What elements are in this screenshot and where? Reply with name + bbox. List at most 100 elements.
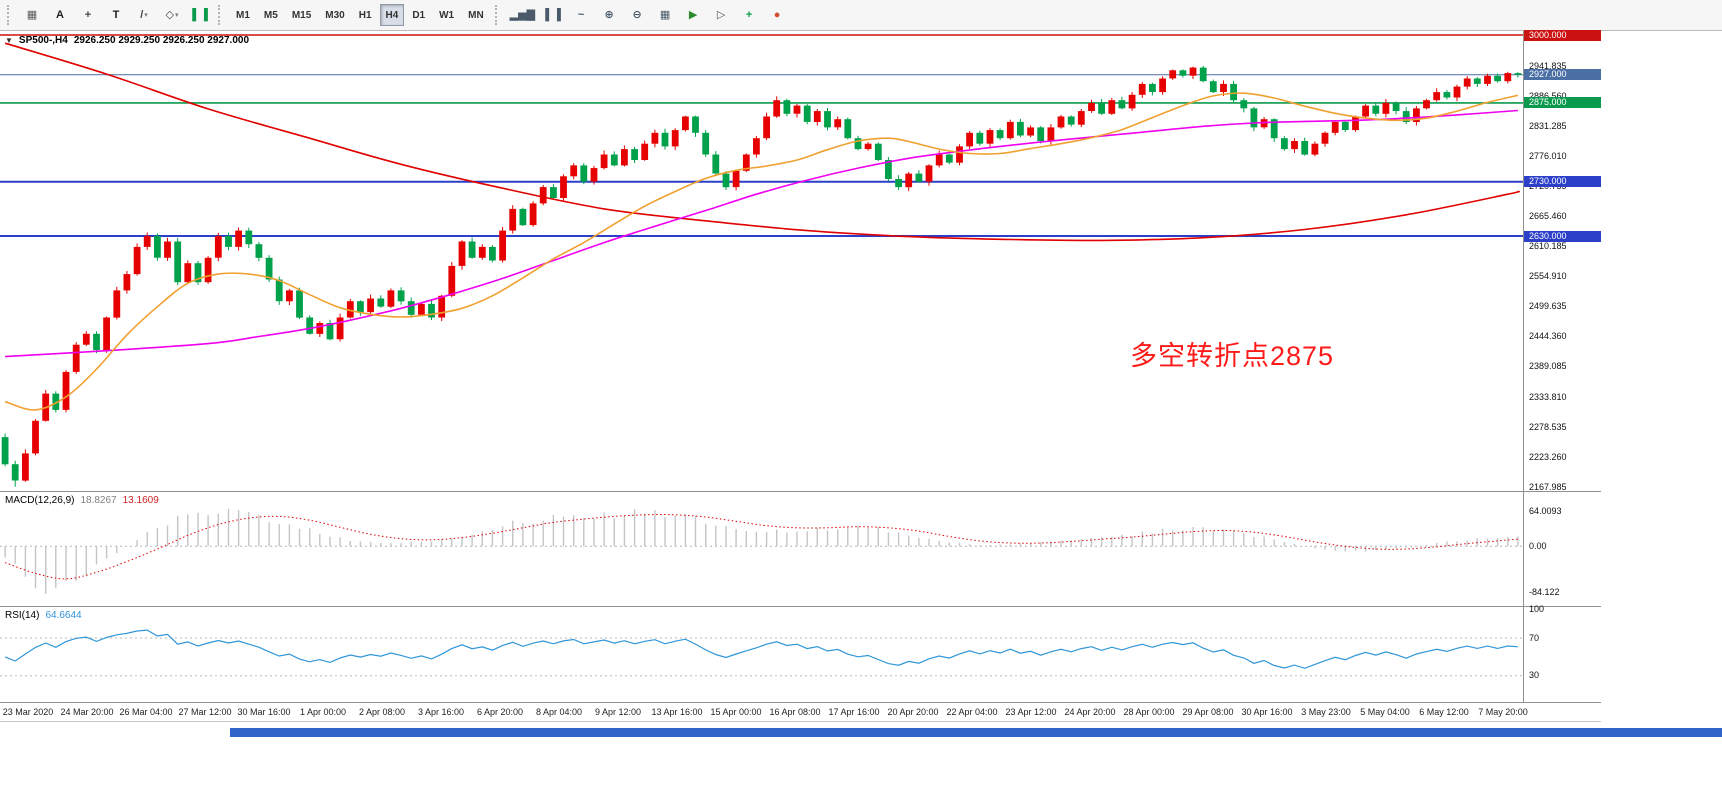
annotation-text: 多空转折点2875 <box>1130 341 1335 371</box>
new-order-icon[interactable]: + <box>736 3 762 27</box>
price-level-box: 3000.000 <box>1524 29 1601 41</box>
rsi-scale-label: 30 <box>1529 670 1540 681</box>
time-label: 3 May 23:00 <box>1301 707 1351 717</box>
text-tool-icon[interactable]: A <box>47 3 73 27</box>
time-label: 23 Apr 12:00 <box>1005 707 1057 717</box>
time-label: 6 Apr 20:00 <box>476 707 524 717</box>
dropdown-arrow-icon[interactable]: ▾ <box>144 12 148 19</box>
time-label: 30 Mar 16:00 <box>237 707 291 717</box>
timeframe-m1-button[interactable]: M1 <box>236 9 250 21</box>
price-scale-label: 2776.010 <box>1529 151 1567 162</box>
price-scale-label: 2499.635 <box>1529 301 1567 312</box>
price-scale[interactable]: 2941.8352886.5602831.2852776.0102720.735… <box>1523 29 1601 491</box>
toolbar-grip[interactable] <box>494 5 502 25</box>
candlestick-green-icon[interactable]: ▌▐ <box>187 3 213 27</box>
rsi-scale-label: 70 <box>1529 632 1540 643</box>
timeframe-h1-button[interactable]: H1 <box>358 9 372 21</box>
charts-grid-icon[interactable]: ▦ <box>19 3 45 27</box>
rsi-value: 64.6644 <box>45 610 82 621</box>
rsi-scale-label: 100 <box>1529 604 1545 615</box>
time-label: 16 Apr 08:00 <box>769 707 821 717</box>
draw-tools-icon: / <box>140 8 144 21</box>
price-level-box: 2630.000 <box>1524 230 1601 242</box>
chart-shift-icon[interactable]: ▷ <box>708 3 734 27</box>
time-label: 7 May 20:00 <box>1478 707 1528 717</box>
ohlc-values-label: 2926.250 2929.250 2926.250 2927.000 <box>73 35 250 46</box>
price-scale-label: 2665.460 <box>1529 211 1567 222</box>
tile-windows-icon: ▦ <box>659 8 671 21</box>
time-label: 23 Mar 2020 <box>2 707 54 717</box>
price-scale-label: 2223.260 <box>1529 451 1567 462</box>
new-order-icon: + <box>745 8 753 21</box>
timeframe-d1-button[interactable]: D1 <box>412 9 426 21</box>
macd-main-value: 18.8267 <box>80 495 117 506</box>
time-label: 26 Mar 04:00 <box>119 707 173 717</box>
crosshair-tool-icon: + <box>84 8 92 21</box>
rsi-scale[interactable]: 100 70 30 <box>1523 604 1601 702</box>
time-label: 29 Apr 08:00 <box>1182 707 1234 717</box>
text-label-tool-icon: T <box>112 8 120 21</box>
text-label-tool-icon[interactable]: T <box>103 3 129 27</box>
main-toolbar: ▦ A + T / ▾ ◇ ▾ ▌▐ M1 M5 M15 M30 H1 H4 D1 W1 MN ▂▅▇ ▌▐ ~ ⊕ ⊖… <box>0 0 1722 31</box>
macd-scale-label: 64.0093 <box>1529 506 1562 516</box>
line-chart-type-icon[interactable]: ~ <box>568 3 594 27</box>
macd-signal-value: 13.1609 <box>122 495 159 506</box>
price-panel: ▼ SP500-,H4 2926.250 2929.250 2926.250 2… <box>0 29 1601 492</box>
macd-scale[interactable]: 64.0093 0.00 -84.122 <box>1523 492 1601 606</box>
record-macro-icon[interactable]: ● <box>764 3 790 27</box>
symbol-timeframe-label: SP500-,H4 <box>18 35 68 46</box>
rsi-line <box>4 629 1518 669</box>
auto-scroll-icon[interactable]: ▶ <box>680 3 706 27</box>
price-scale-label: 2831.285 <box>1529 121 1567 132</box>
time-label: 17 Apr 16:00 <box>828 707 880 717</box>
toolbar-grip[interactable] <box>7 5 14 25</box>
shapes-tools-icon: ◇ <box>165 8 174 21</box>
time-label: 13 Apr 16:00 <box>651 707 703 717</box>
timeframe-m15-button[interactable]: M15 <box>291 9 312 21</box>
auto-scroll-icon: ▶ <box>688 8 698 21</box>
price-scale-label: 2941.835 <box>1529 61 1567 72</box>
timeframe-w1-button[interactable]: W1 <box>439 9 455 21</box>
tile-windows-icon[interactable]: ▦ <box>652 3 678 27</box>
charts-toolbar: ▂▅▇ ▌▐ ~ ⊕ ⊖ ▦ ▶ ▷ + ● <box>506 3 791 27</box>
price-level-box: 2875.000 <box>1524 97 1601 109</box>
price-scale-label: 2333.810 <box>1529 391 1567 402</box>
timeframe-h4-button[interactable]: H4 <box>379 4 405 26</box>
rsi-label: RSI(14) 64.6644 <box>5 610 82 621</box>
macd-canvas[interactable] <box>0 492 1523 606</box>
macd-name: MACD(12,26,9) <box>5 495 75 506</box>
bar-chart-type-icon[interactable]: ▂▅▇ <box>507 3 538 27</box>
time-scale[interactable]: 23 Mar 2020 24 Mar 20:00 26 Mar 04:00 27 Ma… <box>0 703 1601 722</box>
timeframe-mn-button[interactable]: MN <box>468 9 484 21</box>
timeframe-m30-button[interactable]: M30 <box>325 9 345 21</box>
price-scale-label: 2444.360 <box>1529 331 1567 342</box>
dropdown-arrow-icon[interactable]: ▾ <box>174 12 179 19</box>
text-tool-icon: A <box>56 8 64 21</box>
shapes-tools-icon[interactable]: ◇ ▾ <box>159 3 185 27</box>
time-label: 22 Apr 04:00 <box>946 707 998 717</box>
ma-orange-line <box>4 92 1519 411</box>
price-scale-label: 2278.535 <box>1529 421 1567 432</box>
line-studies-toolbar: ▦ A + T / ▾ ◇ ▾ ▌▐ <box>18 3 214 27</box>
price-chart-canvas[interactable] <box>0 31 1523 491</box>
crosshair-tool-icon[interactable]: + <box>75 3 101 27</box>
time-label: 9 Apr 12:00 <box>594 707 642 717</box>
price-level-box: 2927.000 <box>1524 69 1601 81</box>
draw-tools-icon[interactable]: / ▾ <box>131 3 157 27</box>
zoom-out-icon[interactable]: ⊖ <box>624 3 650 27</box>
zoom-out-icon: ⊖ <box>632 8 642 21</box>
price-scale-label: 2610.185 <box>1529 241 1567 252</box>
time-label: 6 May 12:00 <box>1419 707 1469 717</box>
timeframe-m5-button[interactable]: M5 <box>263 9 278 21</box>
one-click-trading-icon[interactable]: ▼ <box>5 36 13 45</box>
candlestick-type-icon[interactable]: ▌▐ <box>540 3 566 27</box>
time-label: 30 Apr 16:00 <box>1241 707 1293 717</box>
macd-scale-label: 0.00 <box>1529 540 1547 551</box>
zoom-in-icon[interactable]: ⊕ <box>596 3 622 27</box>
timeframes-toolbar: M1 M5 M15 M30 H1 H4 D1 W1 MN <box>229 4 491 26</box>
time-label: 24 Apr 20:00 <box>1064 707 1116 717</box>
macd-panel: MACD(12,26,9) 18.8267 13.1609 64.0093 0.0… <box>0 492 1601 607</box>
time-label: 15 Apr 00:00 <box>710 707 762 717</box>
rsi-canvas[interactable] <box>0 607 1523 702</box>
toolbar-grip[interactable] <box>218 5 225 25</box>
